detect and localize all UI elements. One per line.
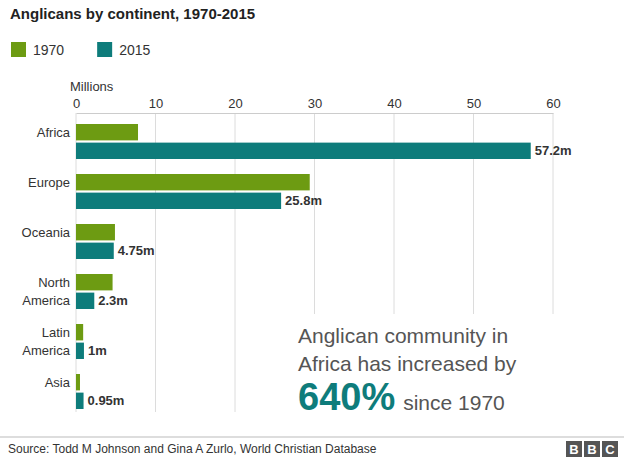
category-labels: Africa Europe Oceania NorthAmerica LatinAmer… [22,125,71,390]
bar [76,374,80,390]
logo-box [566,441,582,457]
logo: BBC [566,441,618,457]
tick: 40 [387,96,401,113]
data-label: 25.8m [285,193,322,208]
data-label: 57.2m [535,143,572,158]
tick-label: 40 [387,96,401,111]
data-labels: 57.2m 25.8m 4.75m 2.3m 1m 0.95m [88,143,572,408]
legend-label: 1970 [33,42,64,58]
bar [76,324,83,340]
tick: 30 [308,96,322,113]
axis-line [77,113,554,114]
legend-swatch [11,42,26,57]
bar [76,193,281,209]
axis-title: Millions [70,79,114,94]
tick: 20 [228,96,242,113]
logo-box [584,441,600,457]
tick: 10 [149,96,163,113]
x-axis: 0 10 20 30 40 50 60 [73,96,561,114]
data-label: 1m [88,343,107,358]
annotation-text: Anglican community in [298,324,508,347]
annotation-bg [292,314,592,418]
tick-label: 10 [149,96,163,111]
annotation-text: Africa has increased by [298,352,517,375]
tick-label: 60 [546,96,560,111]
annotation-text: since 1970 [403,391,505,414]
grid [76,113,553,412]
annotation: Anglican community in Africa has increase… [298,324,517,418]
legend-swatch [97,42,112,57]
tick-label: 0 [73,96,80,111]
bar [76,393,84,409]
category-label: Africa [37,125,71,140]
category-label: NorthAmerica [22,275,70,308]
source: Source: Todd M Johnson and Gina A Zurlo,… [8,442,377,456]
category-label: Oceania [22,225,71,240]
title: Anglicans by continent, 1970-2015 [10,5,255,22]
bar [76,343,84,359]
bar [76,224,115,240]
tick-label: 20 [228,96,242,111]
category-label: LatinAmerica [22,325,70,358]
category-label: Asia [45,375,71,390]
tick: 60 [546,96,560,113]
tick: 0 [73,96,80,113]
tick: 50 [467,96,481,113]
annotation-highlight: 640% [298,376,395,418]
data-label: 0.95m [88,393,125,408]
bar [76,274,113,290]
legend-label: 2015 [119,42,150,58]
logo-text: BBC [569,442,615,457]
bar [76,143,531,159]
category-label: Europe [28,175,70,190]
tick-label: 50 [467,96,481,111]
logo-box [602,441,618,457]
bar [76,293,94,309]
bar [76,174,310,190]
data-label: 2.3m [98,293,128,308]
footer-rule [0,437,624,438]
data-label: 4.75m [118,243,155,258]
bars [76,124,531,409]
tick-label: 30 [308,96,322,111]
bar [76,243,114,259]
bar [76,124,138,140]
chart: Anglicans by continent, 1970-20151970201… [0,0,624,460]
